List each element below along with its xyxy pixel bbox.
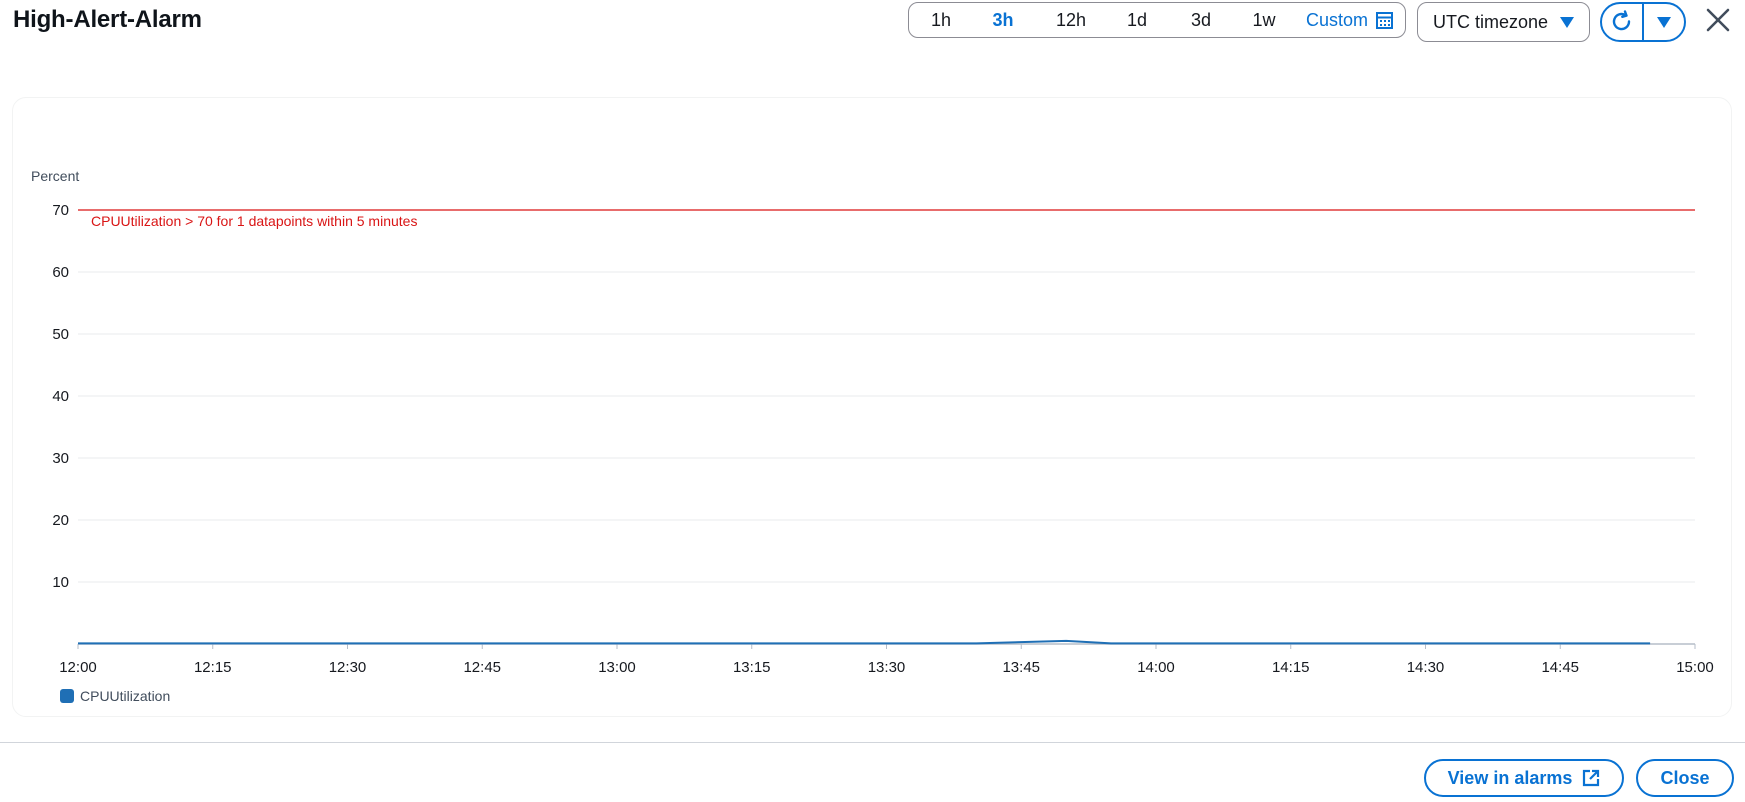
x-tick-label: 12:30 [329, 659, 367, 676]
y-tick-label: 60 [52, 264, 69, 281]
range-12h-button[interactable]: 12h [1055, 10, 1087, 30]
cpu-utilization-chart: Percent 10 20 30 40 50 60 70 12:00 12:15 12:30 12:4… [31, 168, 1714, 704]
view-in-alarms-button[interactable]: View in alarms [1424, 759, 1624, 797]
x-tick-label: 12:15 [194, 659, 232, 676]
refresh-icon [1612, 10, 1631, 31]
series-line-cpuutilization [78, 639, 1651, 645]
close-icon[interactable] [1704, 6, 1732, 34]
range-1w-button[interactable]: 1w [1252, 10, 1276, 30]
caret-down-icon [1560, 16, 1575, 28]
timezone-select[interactable]: UTC timezone [1417, 2, 1590, 42]
x-tick-label: 14:45 [1541, 659, 1579, 676]
refresh-options-button[interactable] [1644, 4, 1684, 40]
calendar-icon [1376, 11, 1394, 29]
x-tick-label: 15:00 [1676, 659, 1714, 676]
x-tick-label: 13:00 [598, 659, 636, 676]
y-tick-label: 10 [52, 574, 69, 591]
y-axis-label: Percent [31, 168, 79, 184]
caret-down-icon [1656, 16, 1671, 28]
refresh-button-group [1600, 2, 1686, 42]
chart-panel [12, 97, 1732, 717]
range-3d-button[interactable]: 3d [1190, 10, 1212, 30]
custom-label: Custom [1306, 10, 1369, 30]
x-tick-label: 14:30 [1407, 659, 1445, 676]
range-3h-button[interactable]: 3h [992, 10, 1014, 30]
range-1d-button[interactable]: 1d [1126, 10, 1148, 30]
x-tick-label: 13:30 [868, 659, 906, 676]
x-tick-label: 14:00 [1137, 659, 1175, 676]
close-button[interactable]: Close [1636, 759, 1734, 797]
legend-label: CPUUtilization [80, 688, 170, 704]
external-link-icon [1583, 769, 1600, 787]
y-tick-label: 50 [52, 326, 69, 343]
y-tick-label: 20 [52, 512, 69, 529]
x-tick-label: 12:00 [59, 659, 97, 676]
page-title: High-Alert-Alarm [13, 6, 202, 33]
refresh-button[interactable] [1602, 4, 1642, 40]
view-in-alarms-label: View in alarms [1447, 767, 1573, 788]
timezone-label: UTC timezone [1433, 11, 1549, 32]
time-range-selector: 1h 3h 12h 1d 3d 1w Custom [908, 2, 1406, 38]
x-tick-label: 13:45 [1002, 659, 1040, 676]
refresh-divider [1642, 4, 1644, 40]
threshold-label: CPUUtilization > 70 for 1 datapoints wit… [91, 213, 417, 229]
x-tick-label: 13:15 [733, 659, 771, 676]
range-custom-button[interactable]: Custom [1306, 3, 1394, 37]
legend-swatch [60, 689, 74, 703]
range-1h-button[interactable]: 1h [930, 10, 952, 30]
y-tick-label: 40 [52, 388, 69, 405]
x-tick-label: 12:45 [463, 659, 501, 676]
x-tick-label: 14:15 [1272, 659, 1310, 676]
footer-divider [0, 742, 1745, 743]
y-tick-label: 30 [52, 450, 69, 467]
y-tick-label: 70 [52, 202, 69, 219]
